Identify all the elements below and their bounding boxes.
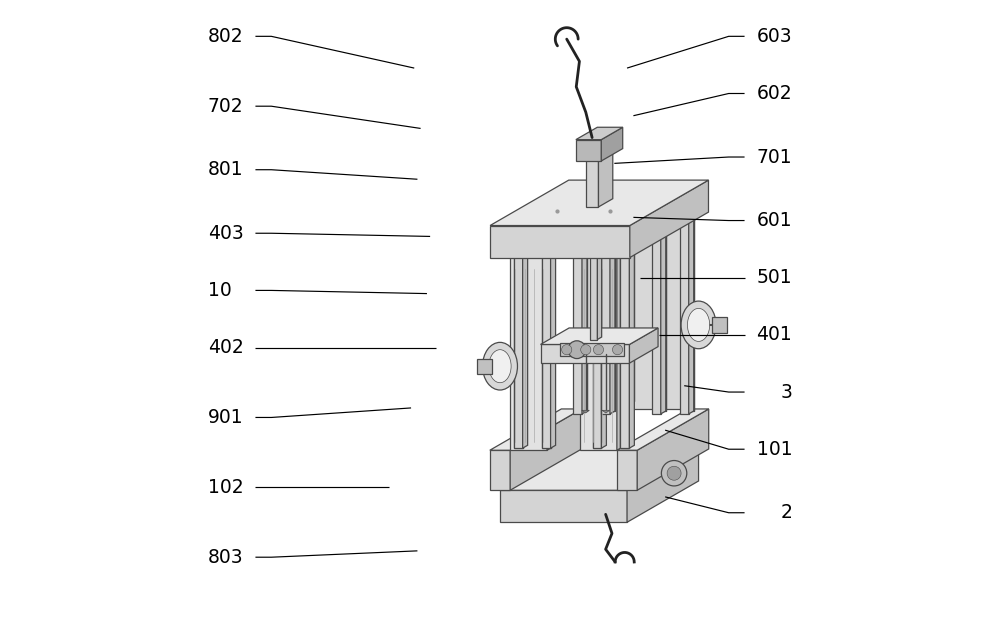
Polygon shape xyxy=(514,253,523,448)
Polygon shape xyxy=(573,219,582,414)
Polygon shape xyxy=(514,251,528,253)
Text: 10: 10 xyxy=(208,281,232,300)
Polygon shape xyxy=(629,251,634,448)
Polygon shape xyxy=(602,410,610,413)
Polygon shape xyxy=(576,127,623,140)
Polygon shape xyxy=(500,490,627,523)
Text: 802: 802 xyxy=(208,27,243,46)
Polygon shape xyxy=(630,180,708,258)
Circle shape xyxy=(581,345,591,355)
Polygon shape xyxy=(617,253,620,450)
Polygon shape xyxy=(629,328,658,363)
Polygon shape xyxy=(689,216,694,414)
Text: 401: 401 xyxy=(756,325,792,345)
Text: 101: 101 xyxy=(757,440,792,459)
Text: 102: 102 xyxy=(208,478,243,497)
Polygon shape xyxy=(680,216,694,219)
Polygon shape xyxy=(593,253,601,448)
Polygon shape xyxy=(598,151,613,207)
Polygon shape xyxy=(601,251,606,448)
Polygon shape xyxy=(576,140,601,161)
Circle shape xyxy=(568,341,586,359)
Polygon shape xyxy=(620,253,629,448)
Circle shape xyxy=(593,345,604,355)
Text: 3: 3 xyxy=(780,383,792,401)
Text: 601: 601 xyxy=(757,211,792,230)
Polygon shape xyxy=(685,216,694,411)
Polygon shape xyxy=(560,343,624,357)
Polygon shape xyxy=(523,251,528,448)
Polygon shape xyxy=(597,204,602,339)
Circle shape xyxy=(661,461,687,486)
Ellipse shape xyxy=(687,308,710,341)
Circle shape xyxy=(667,466,681,480)
Polygon shape xyxy=(593,251,606,253)
Polygon shape xyxy=(601,127,623,161)
Text: 501: 501 xyxy=(757,268,792,287)
Polygon shape xyxy=(490,225,630,258)
Polygon shape xyxy=(490,180,708,225)
Polygon shape xyxy=(601,216,615,219)
Polygon shape xyxy=(551,251,556,448)
Ellipse shape xyxy=(681,301,716,349)
Polygon shape xyxy=(514,253,523,448)
Polygon shape xyxy=(652,219,661,414)
Circle shape xyxy=(562,345,572,355)
Polygon shape xyxy=(541,345,629,363)
Text: 2: 2 xyxy=(780,503,792,523)
Polygon shape xyxy=(617,450,637,490)
Text: 603: 603 xyxy=(757,27,792,46)
Polygon shape xyxy=(582,214,688,409)
Polygon shape xyxy=(573,216,587,219)
Polygon shape xyxy=(582,216,587,414)
Polygon shape xyxy=(601,219,610,414)
Polygon shape xyxy=(500,449,699,490)
Polygon shape xyxy=(593,253,601,448)
Polygon shape xyxy=(510,255,547,450)
Polygon shape xyxy=(627,449,699,523)
Circle shape xyxy=(612,345,623,355)
Polygon shape xyxy=(580,255,617,450)
Polygon shape xyxy=(637,409,709,490)
Polygon shape xyxy=(617,409,709,450)
Ellipse shape xyxy=(489,350,511,383)
Polygon shape xyxy=(582,410,589,413)
Text: 702: 702 xyxy=(208,97,243,115)
Polygon shape xyxy=(586,151,613,159)
Polygon shape xyxy=(510,409,582,490)
Polygon shape xyxy=(606,216,615,411)
Polygon shape xyxy=(490,450,510,490)
Polygon shape xyxy=(542,253,551,448)
Polygon shape xyxy=(657,216,666,411)
Text: 602: 602 xyxy=(757,84,792,103)
Text: 403: 403 xyxy=(208,224,244,242)
Polygon shape xyxy=(661,216,666,414)
Bar xyxy=(477,359,492,374)
Polygon shape xyxy=(547,253,551,450)
Polygon shape xyxy=(542,251,556,253)
Text: 402: 402 xyxy=(208,338,244,357)
Polygon shape xyxy=(620,253,629,448)
Polygon shape xyxy=(652,216,666,219)
Ellipse shape xyxy=(483,343,517,390)
Polygon shape xyxy=(586,159,598,207)
Text: 701: 701 xyxy=(757,147,792,167)
Polygon shape xyxy=(490,409,582,450)
Polygon shape xyxy=(578,216,587,411)
Bar xyxy=(712,317,727,332)
Text: 901: 901 xyxy=(208,408,243,427)
Text: 803: 803 xyxy=(208,547,243,567)
Polygon shape xyxy=(680,219,689,414)
Text: 801: 801 xyxy=(208,160,243,179)
Polygon shape xyxy=(610,216,615,414)
Polygon shape xyxy=(590,206,597,339)
Polygon shape xyxy=(620,251,634,253)
Polygon shape xyxy=(542,253,551,448)
Polygon shape xyxy=(541,328,658,345)
